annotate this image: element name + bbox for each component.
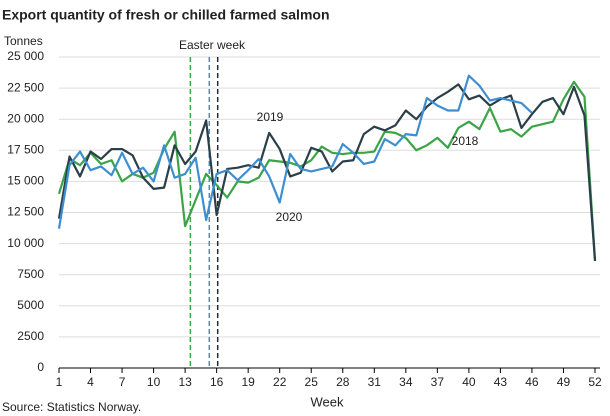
x-tick-label: 1 bbox=[56, 375, 63, 389]
series-label: 2019 bbox=[257, 110, 284, 124]
series-label: 2018 bbox=[452, 134, 479, 148]
series-line bbox=[57, 83, 597, 262]
chart-title: Export quantity of fresh or chilled farm… bbox=[2, 7, 330, 23]
y-tick-label: 10 000 bbox=[7, 236, 44, 250]
y-axis-label: Tonnes bbox=[4, 34, 43, 48]
series-line bbox=[57, 74, 533, 229]
x-tick-label: 28 bbox=[336, 375, 350, 389]
y-tick-label: 2500 bbox=[17, 329, 44, 343]
annotation: Easter week bbox=[179, 38, 246, 52]
series-label: 2020 bbox=[276, 210, 303, 224]
y-tick-label: 15 000 bbox=[7, 174, 44, 188]
x-axis-label: Week bbox=[311, 394, 344, 409]
x-tick-label: 31 bbox=[368, 375, 382, 389]
x-tick-label: 13 bbox=[178, 375, 192, 389]
source: Source: Statistics Norway. bbox=[2, 400, 141, 414]
x-tick-label: 10 bbox=[147, 375, 161, 389]
x-tick-label: 46 bbox=[525, 375, 539, 389]
x-tick-label: 49 bbox=[557, 375, 571, 389]
x-tick-label: 43 bbox=[494, 375, 508, 389]
y-tick-label: 20 000 bbox=[7, 111, 44, 125]
y-tick-label: 7500 bbox=[17, 267, 44, 281]
x-tick-label: 52 bbox=[588, 375, 602, 389]
y-tick-label: 5000 bbox=[17, 298, 44, 312]
y-tick-label: 25 000 bbox=[7, 49, 44, 63]
x-tick-label: 25 bbox=[305, 375, 319, 389]
x-tick-label: 16 bbox=[210, 375, 224, 389]
x-tick-label: 22 bbox=[273, 375, 287, 389]
x-tick-label: 19 bbox=[241, 375, 255, 389]
x-tick-label: 4 bbox=[87, 375, 94, 389]
x-tick-label: 40 bbox=[462, 375, 476, 389]
x-tick-label: 7 bbox=[119, 375, 126, 389]
y-tick-label: 17 500 bbox=[7, 142, 44, 156]
x-tick-label: 34 bbox=[399, 375, 413, 389]
y-tick-label: 22 500 bbox=[7, 80, 44, 94]
x-tick-label: 37 bbox=[431, 375, 445, 389]
y-tick-label: 12 500 bbox=[7, 205, 44, 219]
y-tick-label: 0 bbox=[37, 360, 44, 374]
